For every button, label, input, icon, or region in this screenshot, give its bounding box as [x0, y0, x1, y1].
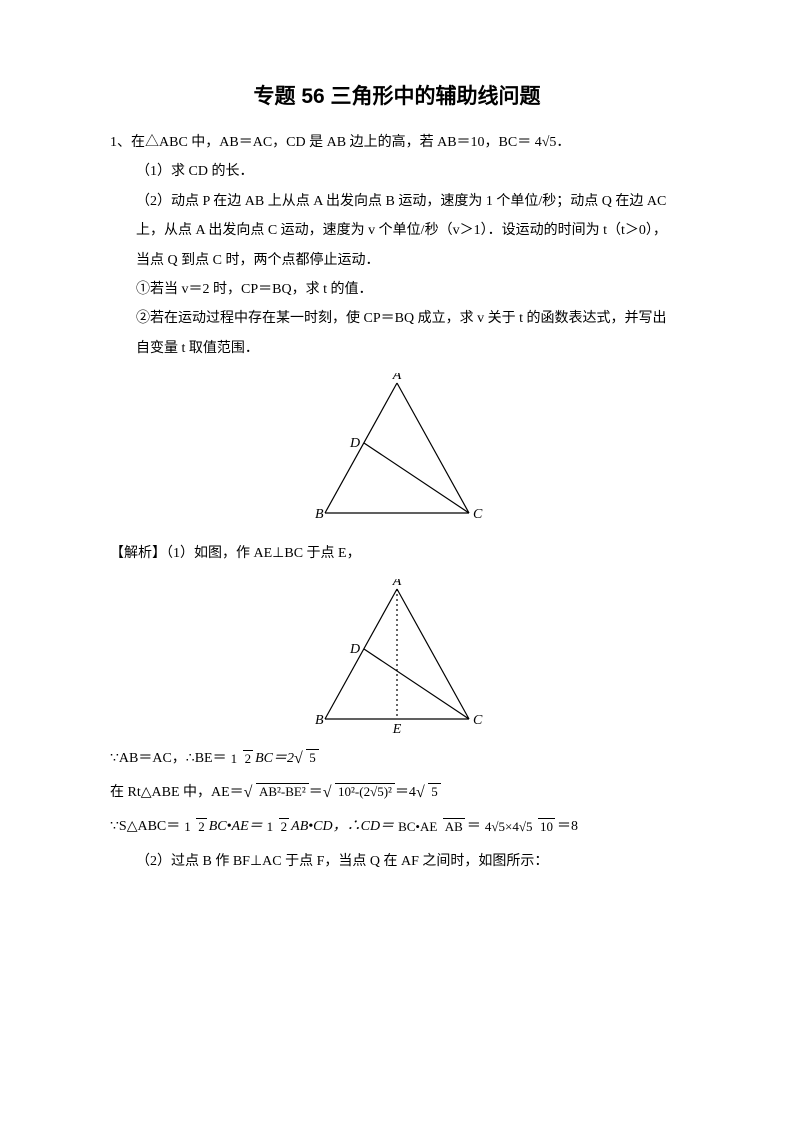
title: 专题 56 三角形中的辅助线问题	[110, 80, 684, 110]
open-text: 1、在△ABC 中，AB＝AC，CD 是 AB 边上的高，若 AB＝10，BC＝…	[110, 135, 570, 150]
step2-eq1: ＝	[309, 779, 323, 807]
step3-mid1: BC•AE＝	[209, 813, 263, 841]
svg-text:D: D	[349, 642, 360, 657]
problem-sub1: ①若当 v＝2 时，CP＝BQ，求 t 的值．	[110, 275, 684, 304]
step1-frac: 1 2	[229, 750, 254, 767]
figure-1: A B C D	[110, 373, 684, 533]
solution-step2: 在 Rt△ABE 中，AE＝ √ AB²-BE² ＝ √ 10²-(2√5)² …	[110, 779, 684, 807]
solution-step1: ∵AB＝AC，∴BE＝ 1 2 BC＝2 √ 5	[110, 745, 684, 773]
page: 专题 56 三角形中的辅助线问题 1、在△ABC 中，AB＝AC，CD 是 AB…	[0, 0, 794, 1123]
step1-mid: BC＝2	[255, 745, 294, 773]
problem-sub2b: 自变量 t 取值范围．	[110, 334, 684, 363]
svg-text:B: B	[315, 507, 324, 522]
svg-text:C: C	[473, 713, 483, 728]
step3-post: ＝8	[557, 813, 578, 841]
step3-frac3: BC•AE AB	[396, 818, 465, 835]
problem-part1: （1）求 CD 的长．	[110, 157, 684, 186]
problem-part2c: 当点 Q 到点 C 时，两个点都停止运动．	[110, 246, 684, 275]
svg-text:B: B	[315, 713, 324, 728]
solution-part2: （2）过点 B 作 BF⊥AC 于点 F，当点 Q 在 AF 之间时，如图所示：	[110, 847, 684, 876]
triangle-diagram-2: A B C D E	[297, 579, 497, 734]
triangle-diagram-1: A B C D	[297, 373, 497, 528]
step3-eq2: ＝	[467, 813, 481, 841]
step3-pre: ∵S△ABC＝	[110, 813, 180, 841]
step3-mid2: AB•CD，∴CD＝	[291, 813, 394, 841]
step3-frac4: 4√5×4√5 10	[483, 818, 555, 835]
svg-text:A: A	[392, 373, 402, 383]
step2-pre: 在 Rt△ABE 中，AE＝	[110, 779, 244, 807]
problem-part2a: （2）动点 P 在边 AB 上从点 A 出发向点 B 运动，速度为 1 个单位/…	[110, 187, 684, 216]
solution-label: 【解析】（1）如图，作 AE⊥BC 于点 E，	[110, 539, 684, 568]
step3-frac2: 1 2	[265, 818, 290, 835]
step1-sqrt: √ 5	[294, 745, 319, 773]
svg-text:E: E	[392, 722, 402, 734]
title-text: 专题 56 三角形中的辅助线问题	[253, 85, 540, 108]
step2-sqrt1: √ AB²-BE²	[244, 779, 309, 807]
svg-text:C: C	[473, 507, 483, 522]
step2-sqrt3: √ 5	[416, 779, 441, 807]
problem-open: 1、在△ABC 中，AB＝AC，CD 是 AB 边上的高，若 AB＝10，BC＝…	[110, 128, 684, 157]
solution-step3: ∵S△ABC＝ 1 2 BC•AE＝ 1 2 AB•CD，∴CD＝ BC•AE …	[110, 813, 684, 841]
step2-sqrt2: √ 10²-(2√5)²	[323, 779, 395, 807]
problem-sub2a: ②若在运动过程中存在某一时刻，使 CP＝BQ 成立，求 v 关于 t 的函数表达…	[110, 304, 684, 333]
svg-text:D: D	[349, 436, 360, 451]
step1-pre: ∵AB＝AC，∴BE＝	[110, 745, 227, 773]
step3-frac1: 1 2	[182, 818, 207, 835]
step2-post: ＝4	[395, 779, 416, 807]
svg-text:A: A	[392, 579, 402, 589]
problem-part2b: 上，从点 A 出发向点 C 运动，速度为 v 个单位/秒（v＞1）．设运动的时间…	[110, 216, 684, 245]
figure-2: A B C D E	[110, 579, 684, 739]
